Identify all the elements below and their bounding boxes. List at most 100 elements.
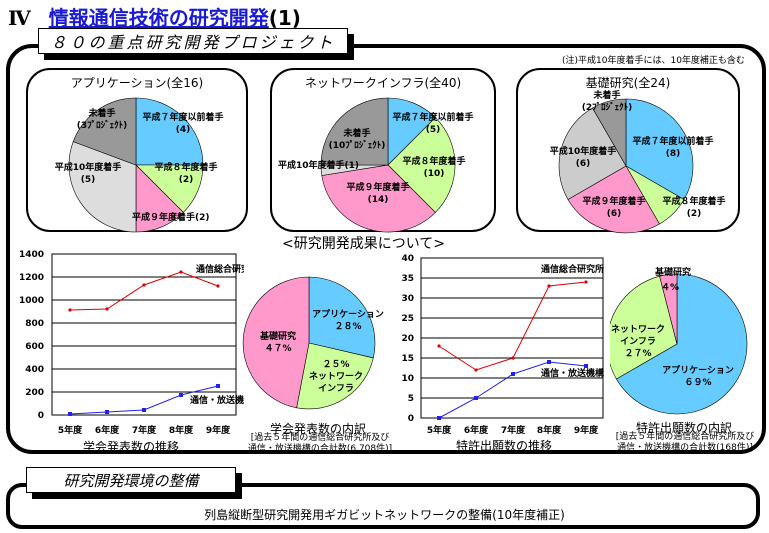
slice-label: 平成７年度以前着手 bbox=[392, 113, 474, 123]
svg-text:ネットワーク: ネットワーク bbox=[611, 324, 665, 335]
patents-pie-caption: 特許出願数の内訳 bbox=[635, 421, 732, 435]
slice-value: (5) bbox=[80, 175, 96, 185]
pie-title-basic: 基礎研究(全24) bbox=[585, 76, 671, 90]
slice-label: 平成９年度着手 bbox=[346, 183, 410, 193]
svg-text:通信・放送機構: 通信・放送機構 bbox=[541, 367, 604, 379]
projects-frame bbox=[6, 44, 766, 454]
patents-pie-basic-label: 基礎研究 bbox=[655, 268, 692, 278]
svg-text:通信総合研究所: 通信総合研究所 bbox=[541, 263, 604, 275]
page-header: Ⅳ 情報通信技術の研究開発(1) bbox=[8, 2, 301, 31]
environment-body: 列島縦断型研究開発用ギガビットネットワークの整備(10年度補正) bbox=[204, 508, 565, 522]
projects-banner-text: ８０の重点研究開発プロジェクト bbox=[50, 33, 336, 52]
svg-text:6年度: 6年度 bbox=[95, 424, 120, 435]
pie-panel-network: ネットワークインフラ(全40) 平成７年度以前着手 (5) 平成８年度着手 (10)… bbox=[270, 68, 496, 233]
slice-label: 平成10年度着手(1) bbox=[278, 161, 360, 171]
page-title-suffix: (1) bbox=[268, 6, 301, 30]
papers-pie-note: [過去５年間の通信総合研究所及び 通信・放送機構の合計数(6,708件)] bbox=[247, 433, 393, 454]
pie-chart-basic bbox=[558, 98, 694, 234]
svg-text:インフラ: インフラ bbox=[318, 383, 354, 394]
slice-label: 未着手 bbox=[593, 91, 621, 101]
svg-text:400: 400 bbox=[25, 365, 44, 375]
slice-label: 未着手 bbox=[343, 129, 371, 139]
results-heading: <研究開発成果について> bbox=[282, 236, 446, 252]
svg-text:２５%: ２５% bbox=[322, 359, 349, 370]
environment-banner-text: 研究開発環境の整備 bbox=[63, 471, 199, 490]
svg-text:200: 200 bbox=[25, 388, 44, 398]
slice-value: (2) bbox=[178, 175, 194, 185]
patents-pie-note: [過去５年間の通信総合研究所及び 通信・放送機構の合計数(168件)] bbox=[615, 432, 755, 453]
svg-text:２７%: ２７% bbox=[624, 348, 651, 359]
svg-text:４%: ４% bbox=[661, 282, 679, 293]
slice-label: 平成10年度着手 bbox=[549, 147, 617, 157]
svg-text:基礎研究: 基礎研究 bbox=[651, 270, 688, 271]
page-title[interactable]: 情報通信技術の研究開発 bbox=[48, 6, 269, 30]
patents-line-chart: 40 35 30 25 20 15 10 5 0 5年度 6年度 7年度 8年度 9年度 通信総合研… bbox=[401, 254, 604, 436]
svg-text:通信・放送機構: 通信・放送機構 bbox=[190, 394, 244, 406]
svg-text:7年度: 7年度 bbox=[501, 424, 526, 436]
svg-text:6年度: 6年度 bbox=[464, 424, 489, 436]
pie-title-application: アプリケーション(全16) bbox=[70, 76, 204, 90]
environment-frame bbox=[6, 483, 760, 529]
slice-value: (10) bbox=[423, 169, 445, 179]
slice-label: 平成９年度着手(2) bbox=[132, 213, 210, 223]
svg-text:６９%: ６９% bbox=[684, 377, 711, 388]
svg-text:４７%: ４７% bbox=[264, 343, 291, 354]
slice-label: 平成９年度着手 bbox=[582, 197, 646, 207]
slice-label: 平成７年度以前着手 bbox=[142, 113, 224, 123]
slice-value: (5) bbox=[425, 125, 441, 135]
footnote: (注)平成10年度着手には、10年度補正も含む bbox=[562, 56, 745, 66]
svg-text:基礎研究: 基礎研究 bbox=[259, 330, 296, 342]
slice-value: (10ﾌﾟﾛｼﾞｪｸﾄ) bbox=[328, 141, 386, 151]
svg-text:7年度: 7年度 bbox=[132, 424, 157, 435]
slice-label: 平成10年度着手 bbox=[54, 163, 122, 173]
slice-value: (6) bbox=[575, 159, 591, 169]
svg-text:5: 5 bbox=[408, 394, 414, 404]
svg-text:600: 600 bbox=[25, 342, 44, 352]
environment-banner: 研究開発環境の整備 bbox=[26, 467, 236, 493]
svg-text:5年度: 5年度 bbox=[58, 424, 83, 435]
svg-text:アプリケーション: アプリケーション bbox=[312, 308, 384, 320]
section-number: Ⅳ bbox=[8, 6, 31, 30]
svg-text:5年度: 5年度 bbox=[427, 424, 452, 436]
svg-text:２８%: ２８% bbox=[334, 321, 361, 332]
slice-value: (2) bbox=[686, 209, 702, 219]
patents-chart-caption: 特許出願数の推移 bbox=[455, 439, 552, 453]
svg-text:15: 15 bbox=[401, 354, 414, 364]
pie-chart-network bbox=[320, 97, 456, 233]
slice-value: (6) bbox=[606, 209, 622, 219]
slice-value: (14) bbox=[367, 195, 389, 205]
svg-text:40: 40 bbox=[401, 254, 414, 264]
papers-chart-caption: 学会発表数の推移 bbox=[82, 440, 179, 454]
svg-text:0: 0 bbox=[38, 411, 44, 421]
slice-label: 平成７年度以前着手 bbox=[632, 137, 714, 147]
slice-label: 平成８年度着手 bbox=[662, 197, 726, 207]
svg-text:9年度: 9年度 bbox=[574, 424, 599, 436]
pie-panel-application: アプリケーション(全16) 平成７年度以前着手 (4) 平成８年度着手 (2) 平成… bbox=[26, 68, 248, 233]
svg-text:9年度: 9年度 bbox=[206, 424, 231, 435]
svg-text:1200: 1200 bbox=[19, 273, 44, 283]
svg-text:インフラ: インフラ bbox=[620, 336, 656, 347]
slice-value: (8) bbox=[665, 149, 681, 159]
svg-text:25: 25 bbox=[401, 314, 414, 324]
svg-text:30: 30 bbox=[401, 294, 414, 304]
svg-text:8年度: 8年度 bbox=[169, 424, 194, 435]
pie-chart-application bbox=[68, 97, 204, 233]
pie-title-network: ネットワークインフラ(全40) bbox=[304, 76, 462, 90]
svg-text:10: 10 bbox=[401, 374, 414, 384]
svg-text:通信総合研究所: 通信総合研究所 bbox=[196, 263, 244, 275]
slice-value: (2ﾌﾟﾛｼﾞｪｸﾄ) bbox=[581, 103, 633, 113]
papers-line-chart: 1400 1200 1000 800 600 400 200 0 5年度 6年度 7年度 8年度… bbox=[19, 250, 244, 435]
svg-text:20: 20 bbox=[401, 334, 414, 344]
slice-label: 平成８年度着手 bbox=[402, 157, 466, 167]
slice-label: 平成８年度着手 bbox=[154, 163, 218, 173]
svg-text:1000: 1000 bbox=[19, 296, 44, 306]
svg-text:800: 800 bbox=[25, 319, 44, 329]
projects-banner: ８０の重点研究開発プロジェクト bbox=[38, 28, 348, 54]
slice-value: (4) bbox=[175, 125, 191, 135]
svg-text:1400: 1400 bbox=[19, 250, 44, 260]
svg-text:ネットワーク: ネットワーク bbox=[309, 371, 363, 382]
slice-value: (3ﾌﾟﾛｼﾞｪｸﾄ) bbox=[76, 121, 128, 131]
papers-pie-caption: 学会発表数の内訳 bbox=[269, 422, 366, 436]
